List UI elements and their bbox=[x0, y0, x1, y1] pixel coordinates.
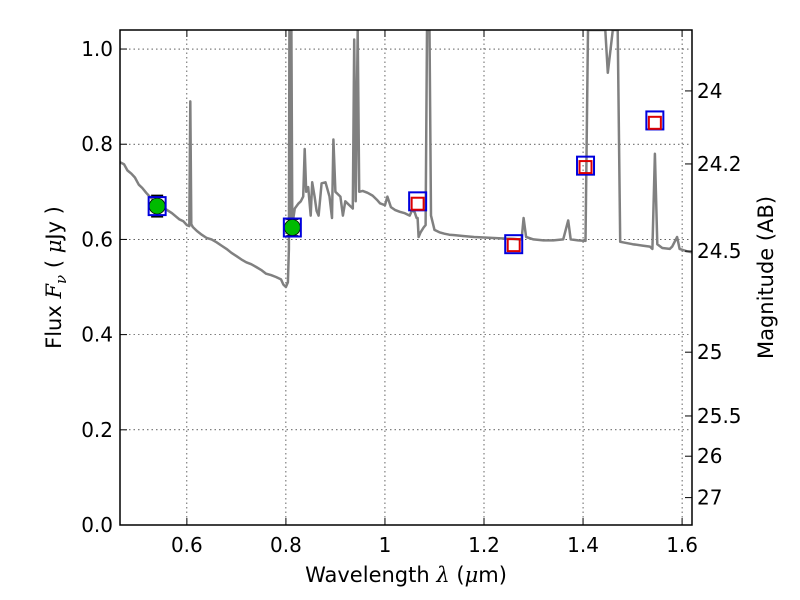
x-tick-label: 0.6 bbox=[171, 533, 203, 557]
y2-tick-label: 24 bbox=[697, 79, 722, 103]
y-axis-label: Flux Fν ( μJy ) bbox=[42, 206, 70, 349]
y2-tick-label: 25.5 bbox=[697, 404, 742, 428]
observed-point bbox=[148, 197, 166, 215]
y-tick-label: 0.6 bbox=[81, 227, 113, 251]
y-tick-label: 0.4 bbox=[81, 323, 113, 347]
filter-point bbox=[578, 160, 593, 175]
grid bbox=[120, 30, 692, 526]
filter-point bbox=[410, 196, 425, 211]
y-tick-label: 0.2 bbox=[81, 418, 113, 442]
plot-frame bbox=[119, 29, 693, 526]
axis-ticks: 0.6 0.8 1 1.2 1.4 1.6 0.0 0.2 0.4 0.6 0.8 1.0 24 24.2… bbox=[81, 30, 742, 557]
y2-tick-label: 24.5 bbox=[697, 239, 742, 263]
y2-tick-label: 25 bbox=[697, 340, 722, 364]
x-tick-label: 1.2 bbox=[468, 533, 500, 557]
y2-tick-label: 24.2 bbox=[697, 152, 742, 176]
x-tick-label: 1.4 bbox=[567, 533, 599, 557]
filter-point bbox=[506, 238, 521, 253]
observed-point bbox=[283, 219, 301, 236]
y2-tick-label: 26 bbox=[697, 444, 722, 468]
y2-axis-label: Magnitude (AB) bbox=[754, 196, 778, 359]
y2-tick-label: 27 bbox=[697, 486, 722, 510]
x-axis-label: Wavelength λ (μm) bbox=[305, 563, 507, 587]
model-point bbox=[576, 155, 596, 176]
model-point bbox=[282, 217, 302, 238]
y-tick-label: 0.0 bbox=[81, 513, 113, 537]
model-point bbox=[147, 196, 167, 217]
spectrum-line bbox=[120, 30, 692, 289]
plot-area bbox=[120, 30, 692, 289]
x-tick-label: 1.6 bbox=[666, 533, 698, 557]
y-tick-label: 0.8 bbox=[81, 132, 113, 156]
x-tick-label: 0.8 bbox=[270, 533, 302, 557]
x-tick-label: 1 bbox=[379, 533, 392, 557]
y-tick-label: 1.0 bbox=[81, 37, 113, 61]
model-point bbox=[504, 234, 524, 255]
filter-point bbox=[647, 115, 662, 130]
